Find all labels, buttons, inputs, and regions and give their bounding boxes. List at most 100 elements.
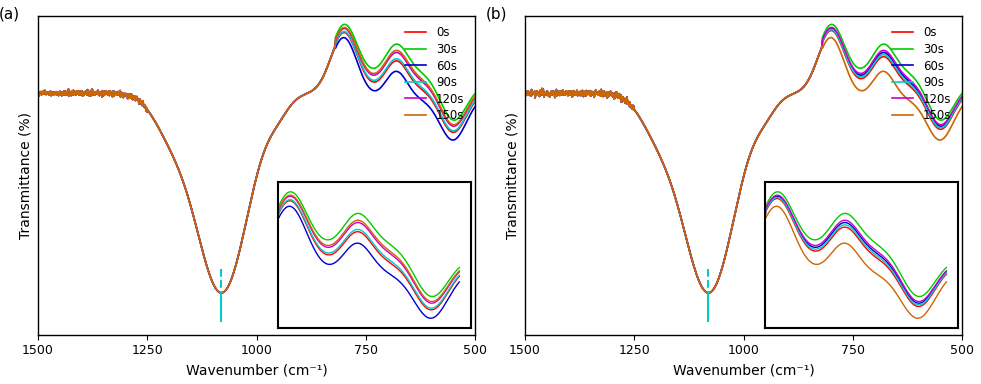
90s [863,68,875,73]
30s [216,291,228,295]
60s [732,199,744,204]
90s [457,120,469,124]
0s [863,70,875,74]
Legend: 0s, 30s, 60s, 90s, 120s, 150s: 0s, 30s, 60s, 90s, 120s, 150s [888,22,956,127]
60s [337,35,349,40]
0s [377,74,388,78]
0s [245,199,257,204]
0s [32,91,44,95]
0s [469,99,481,104]
150s [469,94,481,99]
60s [457,127,469,132]
90s [825,27,837,32]
90s [519,91,531,96]
90s [32,91,44,95]
Legend: 0s, 30s, 60s, 90s, 120s, 150s: 0s, 30s, 60s, 90s, 120s, 150s [400,22,469,127]
90s [233,250,245,255]
60s [956,95,968,100]
120s [732,199,744,204]
150s [825,35,837,40]
150s [233,250,245,255]
150s [457,114,469,119]
Line: 30s: 30s [525,24,962,293]
60s [944,115,955,120]
60s [469,104,481,109]
120s [542,89,553,94]
120s [245,199,257,204]
150s [956,104,968,109]
60s [216,291,228,295]
Line: 60s: 60s [525,28,962,293]
90s [720,250,732,255]
60s [377,83,388,88]
30s [732,199,744,204]
60s [519,91,531,96]
0s [944,118,955,122]
60s [32,91,44,95]
90s [55,91,67,96]
150s [863,83,875,88]
30s [944,111,955,115]
Line: 0s: 0s [38,33,475,293]
60s [720,250,732,255]
120s [944,114,955,119]
120s [32,91,44,95]
Line: 120s: 120s [525,27,962,293]
150s [542,89,553,94]
60s [245,199,257,204]
0s [519,91,531,96]
0s [944,118,955,123]
90s [457,119,469,124]
120s [457,115,469,120]
Line: 0s: 0s [525,30,962,293]
150s [32,91,44,95]
150s [944,127,955,132]
Line: 150s: 150s [525,38,962,293]
150s [457,114,469,119]
150s [245,199,257,204]
60s [457,127,469,132]
0s [457,121,469,126]
120s [956,94,968,99]
0s [702,291,714,295]
60s [863,66,875,71]
60s [702,291,714,295]
Y-axis label: Transmittance (%): Transmittance (%) [19,112,32,239]
120s [457,116,469,120]
30s [720,250,732,255]
0s [956,98,968,102]
120s [55,91,67,96]
0s [55,91,67,96]
120s [702,291,714,295]
150s [720,250,732,255]
120s [469,95,481,100]
90s [216,291,228,295]
120s [338,26,350,31]
90s [469,98,481,103]
120s [720,250,732,255]
30s [377,58,388,63]
30s [702,291,714,295]
150s [944,127,955,132]
30s [469,91,481,96]
Line: 150s: 150s [38,27,475,293]
Y-axis label: Transmittance (%): Transmittance (%) [505,112,520,239]
X-axis label: Wavenumber (cm⁻¹): Wavenumber (cm⁻¹) [185,363,328,377]
30s [245,199,257,204]
0s [720,250,732,255]
0s [542,89,553,94]
150s [702,291,714,295]
90s [245,199,257,204]
30s [457,111,469,115]
150s [519,91,531,96]
0s [457,121,469,125]
X-axis label: Wavenumber (cm⁻¹): Wavenumber (cm⁻¹) [673,363,814,377]
60s [55,91,67,96]
90s [732,199,744,204]
120s [519,91,531,96]
60s [233,250,245,255]
120s [825,25,837,30]
Line: 90s: 90s [38,31,475,293]
60s [542,89,553,94]
0s [732,199,744,204]
